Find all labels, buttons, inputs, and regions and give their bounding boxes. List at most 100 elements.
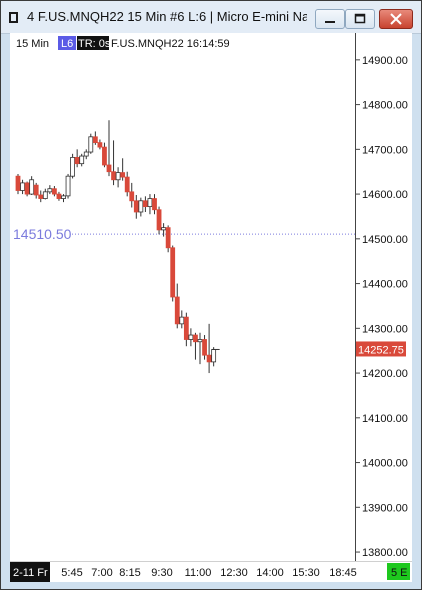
candle-body: [211, 349, 217, 363]
candle-body: [70, 156, 75, 177]
candle: [56, 191, 62, 201]
candle: [88, 133, 94, 154]
candle: [47, 185, 53, 195]
candle-body: [33, 184, 39, 196]
candle: [165, 225, 171, 253]
candle: [211, 347, 217, 367]
candle: [129, 182, 135, 208]
candle: [152, 194, 157, 215]
title-bar[interactable]: 4 F.US.MNQH22 15 Min #6 L:6 | Micro E-mi…: [1, 1, 421, 34]
time-label: 14:00: [256, 567, 284, 579]
price-label: 14100.00: [362, 413, 408, 425]
time-label: 12:30: [220, 567, 248, 579]
current-price: 14252.75: [211, 341, 406, 357]
price-label: 14900.00: [362, 55, 408, 67]
candlestick-chart[interactable]: 15 Min L6 TR: 0s F.US.MNQH22 16:14:59 14…: [10, 33, 412, 561]
candle-body: [124, 176, 130, 193]
candle-body: [174, 296, 180, 325]
price-label: 14500.00: [362, 234, 408, 246]
time-label: 9:30: [151, 567, 172, 579]
instrument-time: F.US.MNQH22 16:14:59: [111, 38, 230, 50]
status-badge-label: 5 E: [391, 567, 408, 579]
candle-body: [129, 191, 135, 202]
candle-body: [83, 151, 89, 157]
period-label: 15 Min: [16, 38, 49, 50]
candle-body: [147, 198, 153, 208]
candle-body: [20, 182, 25, 191]
candle: [193, 332, 198, 360]
window-title: 4 F.US.MNQH22 15 Min #6 L:6 | Micro E-mi…: [27, 9, 307, 24]
candle: [138, 197, 144, 217]
candle: [92, 131, 98, 145]
candle-body: [15, 175, 21, 191]
time-axis: 2-11 Fr 5:45 7:00 8:15 9:30 11:00 12:30 14:00 1…: [10, 562, 410, 582]
price-label: 14700.00: [362, 144, 408, 156]
candle: [106, 120, 112, 177]
candle: [156, 206, 162, 235]
candle-body: [156, 209, 162, 231]
candle-body: [24, 182, 30, 195]
close-button[interactable]: [379, 9, 413, 29]
candle-body: [52, 188, 57, 195]
candle: [38, 190, 44, 203]
candle-body: [188, 334, 194, 340]
tr-badge: [77, 36, 109, 50]
candle: [97, 139, 103, 150]
maximize-button[interactable]: [345, 9, 375, 29]
candle-body: [38, 194, 44, 199]
candle: [42, 188, 48, 200]
price-label: 13900.00: [362, 502, 408, 514]
candle-body: [170, 247, 176, 298]
l-badge-label: L6: [61, 38, 73, 50]
candle-body: [206, 354, 212, 363]
candle-body: [152, 198, 157, 211]
candle: [115, 167, 121, 188]
maximize-icon: [354, 13, 366, 24]
candle-body: [161, 227, 167, 231]
candle: [102, 142, 107, 168]
time-label: 8:15: [119, 567, 140, 579]
candle: [120, 158, 126, 181]
candle-body: [65, 175, 71, 197]
candle-body: [202, 339, 207, 356]
candle-body: [102, 146, 107, 166]
time-label: 5:45: [61, 567, 82, 579]
candle-body: [193, 334, 198, 343]
candle-body: [61, 195, 66, 199]
time-label: 11:00: [185, 567, 212, 579]
candle: [147, 194, 153, 215]
price-axis: 14900.00 14800.00 14700.00 14600.00 14500.00…: [355, 55, 408, 559]
candle: [61, 194, 66, 203]
minimize-button[interactable]: [315, 9, 345, 29]
candle: [206, 323, 212, 374]
candle: [65, 173, 71, 199]
candle-body: [56, 193, 62, 199]
price-label: 13800.00: [362, 547, 408, 559]
candle: [142, 196, 148, 212]
candle: [183, 312, 189, 347]
candle-body: [79, 155, 85, 165]
candle-body: [138, 200, 144, 213]
candles: [15, 120, 217, 374]
candle: [74, 149, 80, 168]
chart-area[interactable]: 15 Min L6 TR: 0s F.US.MNQH22 16:14:59 14…: [10, 33, 412, 561]
current-price-label: 14252.75: [358, 344, 404, 356]
candle: [111, 140, 116, 186]
candle: [83, 149, 89, 160]
candle-body: [42, 191, 48, 199]
current-price-badge: [356, 341, 406, 357]
candle: [20, 179, 25, 195]
status-badge: [387, 563, 410, 580]
candle: [174, 283, 180, 329]
candle: [70, 153, 75, 179]
tr-badge-label: TR: 0s: [78, 38, 111, 50]
time-axis-bar[interactable]: 2-11 Fr 5:45 7:00 8:15 9:30 11:00 12:30 14:00 1…: [10, 561, 412, 582]
candle-body: [88, 136, 94, 153]
time-label: 18:45: [329, 567, 357, 579]
candle: [124, 171, 130, 197]
candle: [15, 173, 21, 195]
candle: [202, 335, 207, 360]
candle: [170, 245, 176, 302]
candle: [161, 223, 167, 237]
